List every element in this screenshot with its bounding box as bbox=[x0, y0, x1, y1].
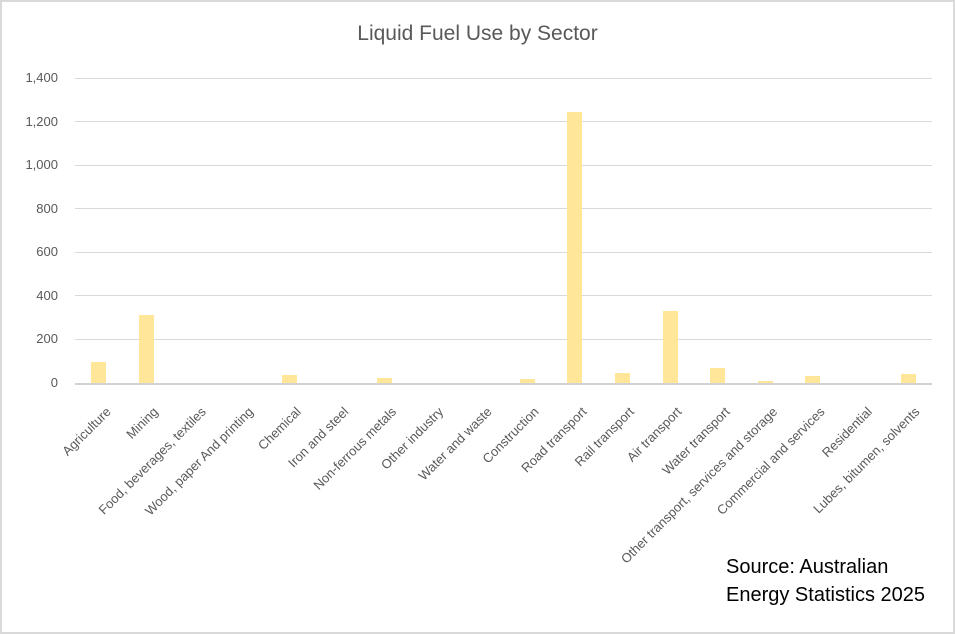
bar-rail-transport bbox=[615, 373, 630, 383]
y-axis-tick-label: 800 bbox=[36, 200, 58, 216]
gridline bbox=[75, 295, 932, 297]
x-axis-label-chemical: Chemical bbox=[254, 404, 304, 453]
y-axis-tick-label: 0 bbox=[50, 375, 58, 390]
bar-agriculture bbox=[91, 362, 106, 383]
bar-commercial-and-services bbox=[805, 376, 820, 383]
bar-construction bbox=[520, 379, 535, 383]
gridline bbox=[75, 164, 932, 166]
gridline bbox=[75, 251, 932, 253]
chart-title: Liquid Fuel Use by Sector bbox=[357, 22, 598, 45]
gridline bbox=[75, 121, 932, 123]
bar-mining bbox=[139, 315, 154, 383]
x-axis-label-non-ferrous-metals: Non-ferrous metals bbox=[310, 404, 400, 493]
source-note-line: Energy Statistics 2025 bbox=[726, 584, 925, 606]
gridline bbox=[75, 338, 932, 340]
bar-non-ferrous-metals bbox=[377, 378, 392, 383]
bar-air-transport bbox=[663, 311, 678, 383]
source-note: Source: Australian Energy Statistics 202… bbox=[726, 553, 925, 609]
source-note-line: Source: Australian bbox=[726, 556, 889, 578]
bar-chemical bbox=[282, 375, 297, 383]
gridline bbox=[75, 208, 932, 210]
gridline bbox=[75, 77, 932, 79]
y-axis-tick-label: 1,000 bbox=[25, 157, 58, 173]
bar-other-transport-services-and-storage bbox=[758, 381, 773, 383]
bar-water-transport bbox=[710, 368, 725, 383]
y-axis-tick-label: 1,400 bbox=[25, 70, 58, 85]
x-axis-label-agriculture: Agriculture bbox=[58, 404, 114, 459]
x-axis-line bbox=[75, 383, 932, 385]
y-axis-tick-label: 600 bbox=[36, 244, 58, 260]
bar-lubes-bitumen-solvents bbox=[901, 374, 916, 383]
bar-road-transport bbox=[567, 112, 582, 383]
x-axis-label-mining: Mining bbox=[123, 404, 162, 442]
y-axis-tick-label: 400 bbox=[36, 287, 58, 303]
y-axis-tick-label: 1,200 bbox=[25, 113, 58, 129]
y-axis-tick-label: 200 bbox=[36, 331, 58, 347]
